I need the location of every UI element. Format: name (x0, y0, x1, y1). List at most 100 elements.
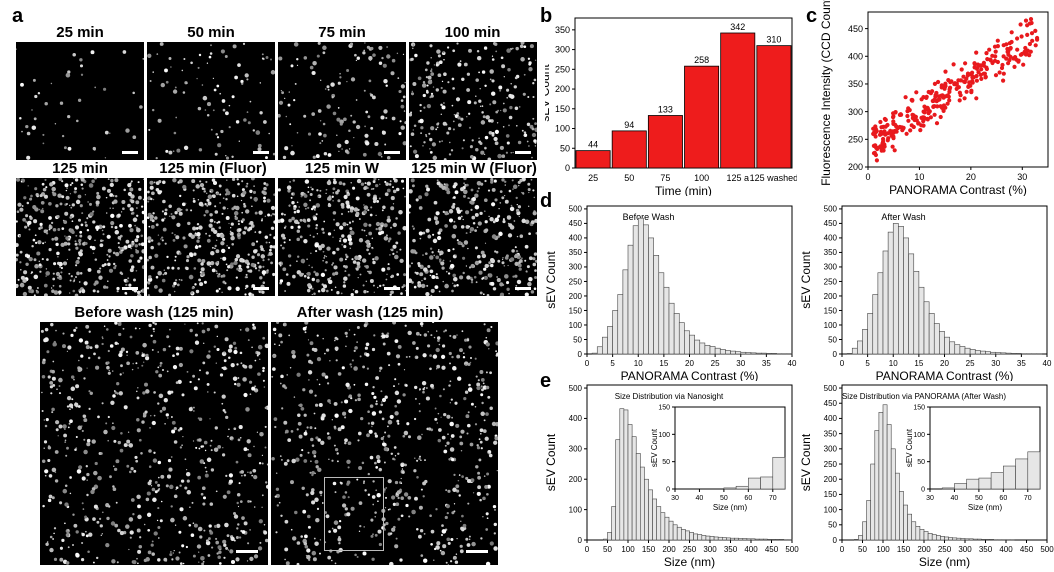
spot (450, 537, 454, 542)
spot (443, 102, 445, 104)
spot (292, 179, 296, 182)
spot (109, 132, 111, 134)
scatter-point (970, 80, 975, 85)
spot (366, 45, 370, 49)
spot (204, 203, 207, 206)
spot (175, 486, 179, 490)
spot (153, 451, 156, 454)
spot (498, 85, 503, 90)
spot (230, 362, 235, 368)
spot (468, 538, 471, 541)
histogram-bar (964, 347, 971, 355)
spot (34, 207, 39, 212)
spot (350, 366, 353, 368)
scatter-point (993, 49, 998, 54)
spot (437, 231, 441, 235)
spot (208, 234, 211, 237)
spot (299, 218, 303, 222)
spot (411, 90, 413, 93)
scatter-point (928, 115, 933, 120)
spot (472, 222, 476, 225)
spot (127, 277, 130, 280)
spot (395, 217, 398, 220)
scatter-point (983, 74, 988, 79)
spot (259, 111, 263, 115)
spot (18, 234, 21, 237)
spot (185, 471, 191, 477)
spot (173, 440, 178, 444)
spot (110, 213, 115, 219)
spot (528, 67, 533, 72)
spot (175, 235, 180, 240)
spot (43, 293, 48, 296)
spot (79, 64, 84, 68)
spot (303, 541, 308, 546)
spot (384, 143, 387, 146)
spot (48, 474, 53, 478)
spot (200, 492, 204, 496)
spot (67, 529, 70, 532)
scatter-point (919, 97, 924, 102)
spot (44, 424, 48, 428)
spot (333, 178, 336, 181)
spot (427, 79, 433, 85)
spot (118, 236, 121, 239)
spot (315, 223, 319, 227)
spot (274, 332, 277, 335)
spot (496, 469, 498, 472)
spot (122, 207, 125, 211)
spot (33, 274, 39, 280)
spot (103, 285, 107, 289)
spot (470, 280, 474, 284)
spot (136, 214, 139, 217)
spot (499, 202, 502, 204)
y-tick-label: 500 (569, 205, 583, 214)
spot (313, 412, 316, 415)
spot (481, 111, 484, 114)
spot (335, 222, 340, 227)
spot (139, 536, 142, 539)
spot (534, 122, 537, 126)
spot (327, 399, 331, 403)
spot (244, 73, 249, 78)
spot (86, 367, 88, 369)
spot (97, 356, 101, 360)
scatter-point (926, 107, 931, 112)
spot (354, 53, 357, 57)
spot (321, 372, 326, 377)
scatter-point (970, 75, 975, 80)
spot (303, 274, 307, 278)
spot (398, 132, 402, 136)
spot (69, 183, 72, 186)
spot (366, 186, 369, 190)
spot (344, 149, 349, 153)
y-tick-label: 250 (555, 64, 570, 74)
scatter-point (969, 88, 974, 93)
inset-histogram-bar (760, 476, 774, 490)
spot (370, 93, 374, 97)
spot (431, 274, 436, 280)
spot (403, 273, 406, 277)
histogram-bar (944, 536, 949, 541)
spot (480, 385, 483, 388)
spot (364, 125, 366, 128)
spot (176, 352, 180, 356)
spot (143, 523, 146, 526)
spot (504, 199, 509, 204)
spot (452, 196, 456, 199)
spot (77, 405, 81, 408)
spot (380, 115, 385, 120)
spot (344, 438, 348, 443)
spot (437, 336, 441, 340)
spot (300, 406, 305, 411)
panel-label-a: a (12, 5, 24, 27)
spot (315, 203, 321, 208)
spot (400, 179, 405, 183)
spot (42, 242, 45, 245)
histogram-bar (923, 301, 930, 355)
spot (77, 98, 82, 102)
histogram-bar (985, 351, 991, 355)
spot (447, 213, 450, 215)
spot (197, 417, 200, 420)
histogram-bar (668, 520, 674, 541)
